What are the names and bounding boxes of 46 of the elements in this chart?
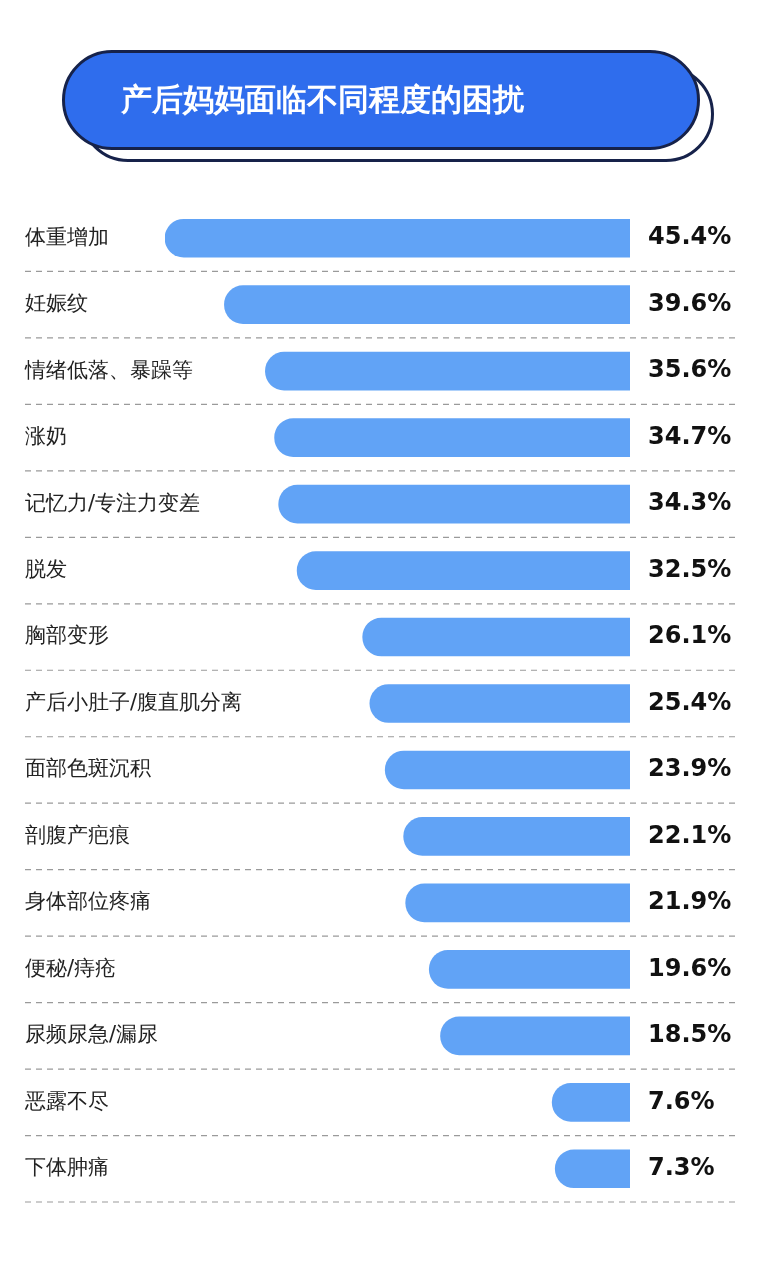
bar: [384, 750, 630, 790]
bar: [369, 684, 630, 723]
y-tick-label: 体重增加: [25, 224, 109, 249]
y-tick-label: 尿频尿急/漏尿: [25, 1022, 159, 1047]
data-label: 45.4%: [648, 222, 732, 251]
data-label: 32.5%: [648, 554, 732, 583]
y-tick-label: 恶露不尽: [24, 1088, 109, 1113]
y-tick-label: 下体肿痛: [25, 1155, 109, 1180]
bar: [551, 1082, 630, 1122]
bar: [403, 817, 630, 856]
y-tick-label: 记忆力/专注力变差: [25, 490, 201, 515]
y-tick-label: 胸部变形: [25, 623, 109, 648]
y-tick-label: 情绪低落、暴躁等: [24, 357, 193, 382]
data-label: 39.6%: [648, 288, 732, 317]
y-tick-label: 身体部位疼痛: [25, 889, 151, 914]
y-tick-label: 妊娠纹: [25, 291, 88, 316]
data-label: 19.6%: [648, 953, 732, 982]
data-label: 22.1%: [648, 820, 732, 849]
y-tick-label: 涨奶: [25, 424, 67, 449]
y-tick-label: 便秘/痔疮: [25, 955, 117, 980]
data-label: 7.6%: [648, 1086, 715, 1115]
y-tick-label: 剖腹产疤痕: [25, 822, 130, 847]
bar: [362, 617, 630, 657]
data-label: 18.5%: [648, 1020, 732, 1049]
data-label: 7.3%: [648, 1153, 715, 1181]
data-label: 25.4%: [648, 687, 732, 716]
y-tick-label: 产后小肚子/腹直肌分离: [25, 689, 243, 714]
data-label: 23.9%: [648, 754, 732, 783]
data-label: 26.1%: [648, 621, 732, 650]
data-label: 35.6%: [648, 355, 732, 384]
data-label: 21.9%: [648, 887, 732, 916]
chart-title: 产后妈妈面临不同程度的困扰: [62, 50, 700, 150]
bar: [224, 285, 630, 325]
bar: [440, 1016, 630, 1056]
bar: [554, 1149, 630, 1189]
data-label: 34.7%: [648, 421, 732, 450]
bar: [274, 418, 630, 457]
bar: [405, 883, 630, 923]
y-tick-label: 脱发: [25, 557, 67, 582]
bar: [296, 551, 630, 590]
bar: [265, 351, 630, 391]
y-tick-label: 面部色斑沉积: [25, 756, 151, 781]
bar: [165, 218, 630, 258]
bar: [278, 484, 630, 524]
bar: [428, 950, 630, 989]
data-label: 34.3%: [648, 488, 732, 517]
